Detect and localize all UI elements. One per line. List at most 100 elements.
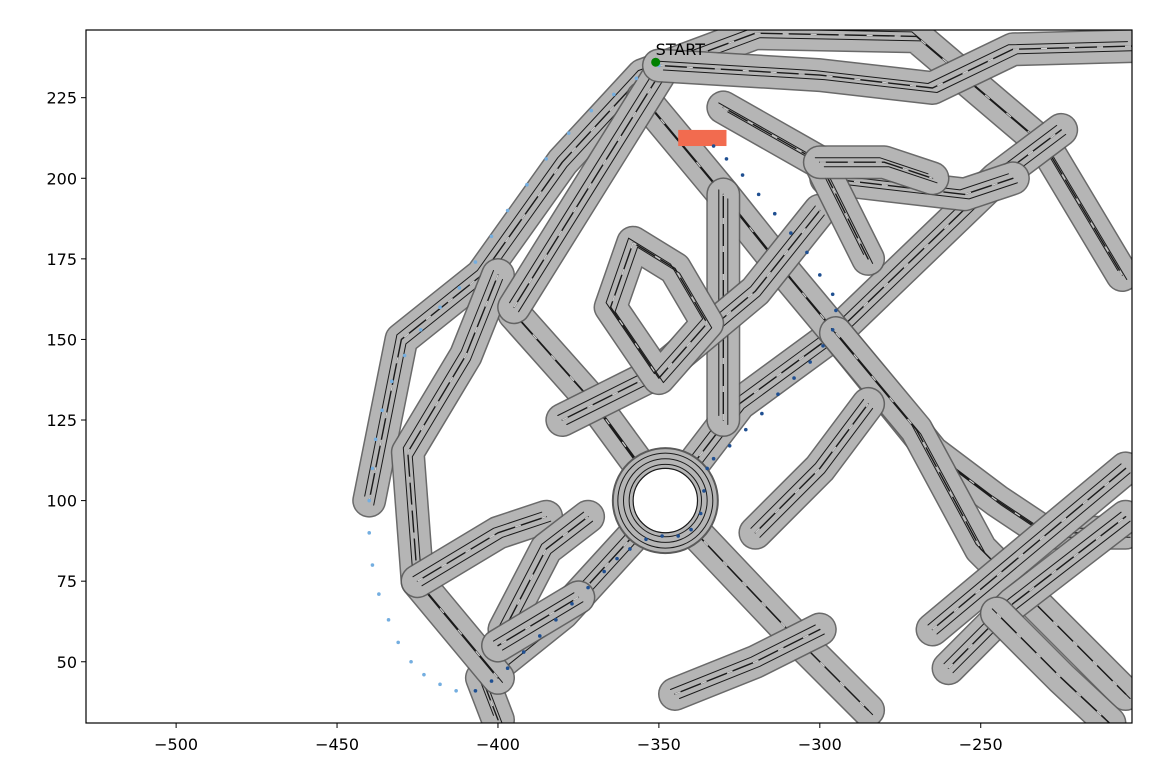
data-point: [538, 634, 542, 638]
data-point: [438, 682, 442, 687]
data-point: [370, 466, 375, 471]
data-point: [473, 688, 478, 693]
x-tick-label: −450: [315, 735, 359, 754]
data-point: [377, 592, 381, 596]
road-map: [352, 30, 1132, 723]
data-point: [373, 437, 378, 442]
y-tick-label: 175: [46, 250, 77, 269]
x-tick-label: −300: [798, 735, 842, 754]
data-point: [489, 679, 494, 683]
data-point: [830, 292, 835, 297]
x-tick-label: −250: [959, 735, 1003, 754]
data-point: [818, 273, 822, 277]
road-segment: [400, 499, 564, 599]
y-tick-label: 50: [57, 653, 77, 672]
start-marker: [651, 57, 661, 67]
road-segment: [641, 30, 1132, 105]
road-segment: [979, 596, 1127, 723]
y-tick-label: 150: [46, 330, 77, 349]
data-point: [830, 327, 835, 332]
road-segment: [809, 161, 1030, 212]
data-point: [698, 511, 703, 516]
data-point: [615, 556, 619, 561]
data-point: [702, 489, 706, 493]
road-segment: [487, 499, 606, 647]
road-segment: [658, 612, 837, 711]
y-tick-label: 200: [46, 169, 77, 188]
data-point: [389, 379, 394, 384]
data-point: [634, 76, 639, 81]
data-point: [808, 360, 812, 364]
y-tick-label: 100: [46, 492, 77, 511]
data-point: [644, 537, 648, 542]
road-segment: [802, 145, 950, 196]
data-point: [760, 411, 764, 416]
y-tick-label: 125: [46, 411, 77, 430]
axes: −500 −450 −400 −350 −300 −250 50 75 100 125 150 175…: [46, 89, 1002, 754]
data-point: [380, 408, 384, 413]
goal-rect: [678, 129, 727, 147]
road-segment: [915, 451, 1132, 647]
road-segment: [497, 58, 676, 325]
data-point: [418, 327, 423, 332]
road-segment: [352, 30, 1132, 518]
data-point: [834, 308, 838, 313]
start-marker-group: START: [651, 40, 705, 67]
road-segment: [818, 316, 1132, 711]
data-point: [454, 688, 458, 693]
data-point: [544, 157, 549, 161]
data-point: [589, 108, 594, 113]
y-tick-label: 75: [57, 572, 77, 591]
data-point: [505, 208, 510, 213]
data-point: [660, 534, 664, 538]
roundabout: [611, 447, 719, 555]
data-point: [776, 392, 780, 397]
data-point: [367, 531, 372, 535]
data-point: [612, 92, 616, 97]
data-point: [370, 563, 375, 567]
data-point: [676, 534, 680, 538]
data-point: [402, 353, 407, 358]
start-annotation: START: [656, 40, 706, 59]
data-point: [821, 344, 825, 348]
data-point: [367, 498, 372, 503]
series-1: [473, 144, 838, 693]
data-point: [743, 427, 748, 432]
data-point: [457, 286, 462, 290]
road-segment: [931, 499, 1132, 686]
data-point: [566, 131, 571, 135]
data-point: [396, 640, 400, 645]
data-point: [724, 157, 729, 161]
data-point: [489, 234, 494, 239]
data-point: [756, 192, 761, 197]
road-segment: [738, 386, 886, 550]
road-segment: [481, 580, 596, 663]
data-point: [705, 466, 709, 471]
plot-frame: [85, 29, 1133, 724]
data-point: [505, 666, 510, 671]
data-point: [438, 305, 442, 310]
data-point: [789, 231, 793, 235]
series-0: [367, 63, 661, 693]
road-segment: [593, 225, 725, 396]
data-point: [554, 618, 558, 622]
trajectory-series: [367, 63, 838, 693]
data-point: [772, 211, 777, 216]
y-tick-label: 225: [46, 89, 77, 108]
data-point: [711, 456, 716, 461]
data-point: [711, 144, 716, 148]
data-point: [409, 659, 413, 664]
data-point: [792, 376, 796, 380]
data-point: [689, 527, 693, 532]
x-tick-label: −400: [476, 735, 520, 754]
data-point: [570, 601, 574, 606]
data-point: [727, 444, 732, 448]
data-point: [473, 260, 478, 264]
data-point: [386, 618, 391, 622]
data-point: [422, 672, 426, 677]
data-point: [740, 173, 745, 177]
data-point: [805, 250, 809, 255]
data-point: [525, 182, 529, 187]
data-point: [628, 547, 632, 551]
